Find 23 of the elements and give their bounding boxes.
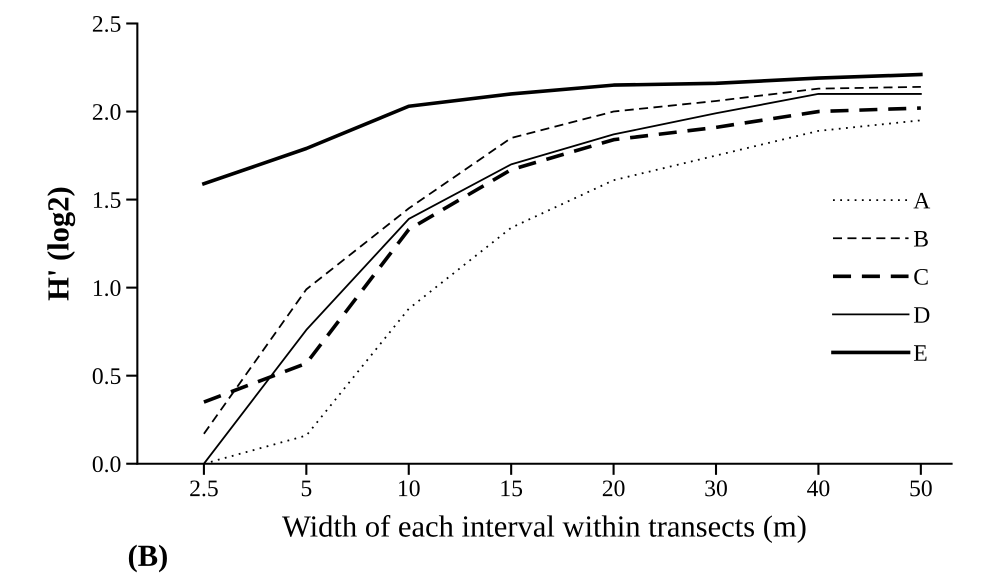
x-tick-label: 5 [302,480,312,496]
y-tick-label: 2.5 [92,16,120,32]
x-tick-label: 10 [399,480,420,496]
y-tick-label: 1.5 [94,192,120,208]
x-tick-label: 30 [705,480,727,496]
x-axis-title: Width of each interval within transects (m) [282,515,806,544]
legend-label: E [914,345,927,361]
legend-label: D [914,307,930,323]
y-tick-label: 0.0 [92,456,120,472]
y-axis-title: H' (log2) [47,188,76,300]
x-tick-label: 40 [807,480,830,496]
x-tick-label: 2.5 [190,480,218,496]
y-tick-label: 2.0 [92,104,120,120]
line-series [202,72,923,186]
legend-label: B [914,231,928,247]
text: (B) [128,544,167,572]
x-tick-label: 20 [602,480,624,496]
y-tick-label: 1.0 [94,280,120,296]
x-tick-label: 15 [501,480,522,496]
legend-label: A [914,192,930,208]
x-tick-label: 50 [910,480,932,496]
legend-label: C [914,268,928,285]
y-tick-label: 0.5 [92,368,120,384]
